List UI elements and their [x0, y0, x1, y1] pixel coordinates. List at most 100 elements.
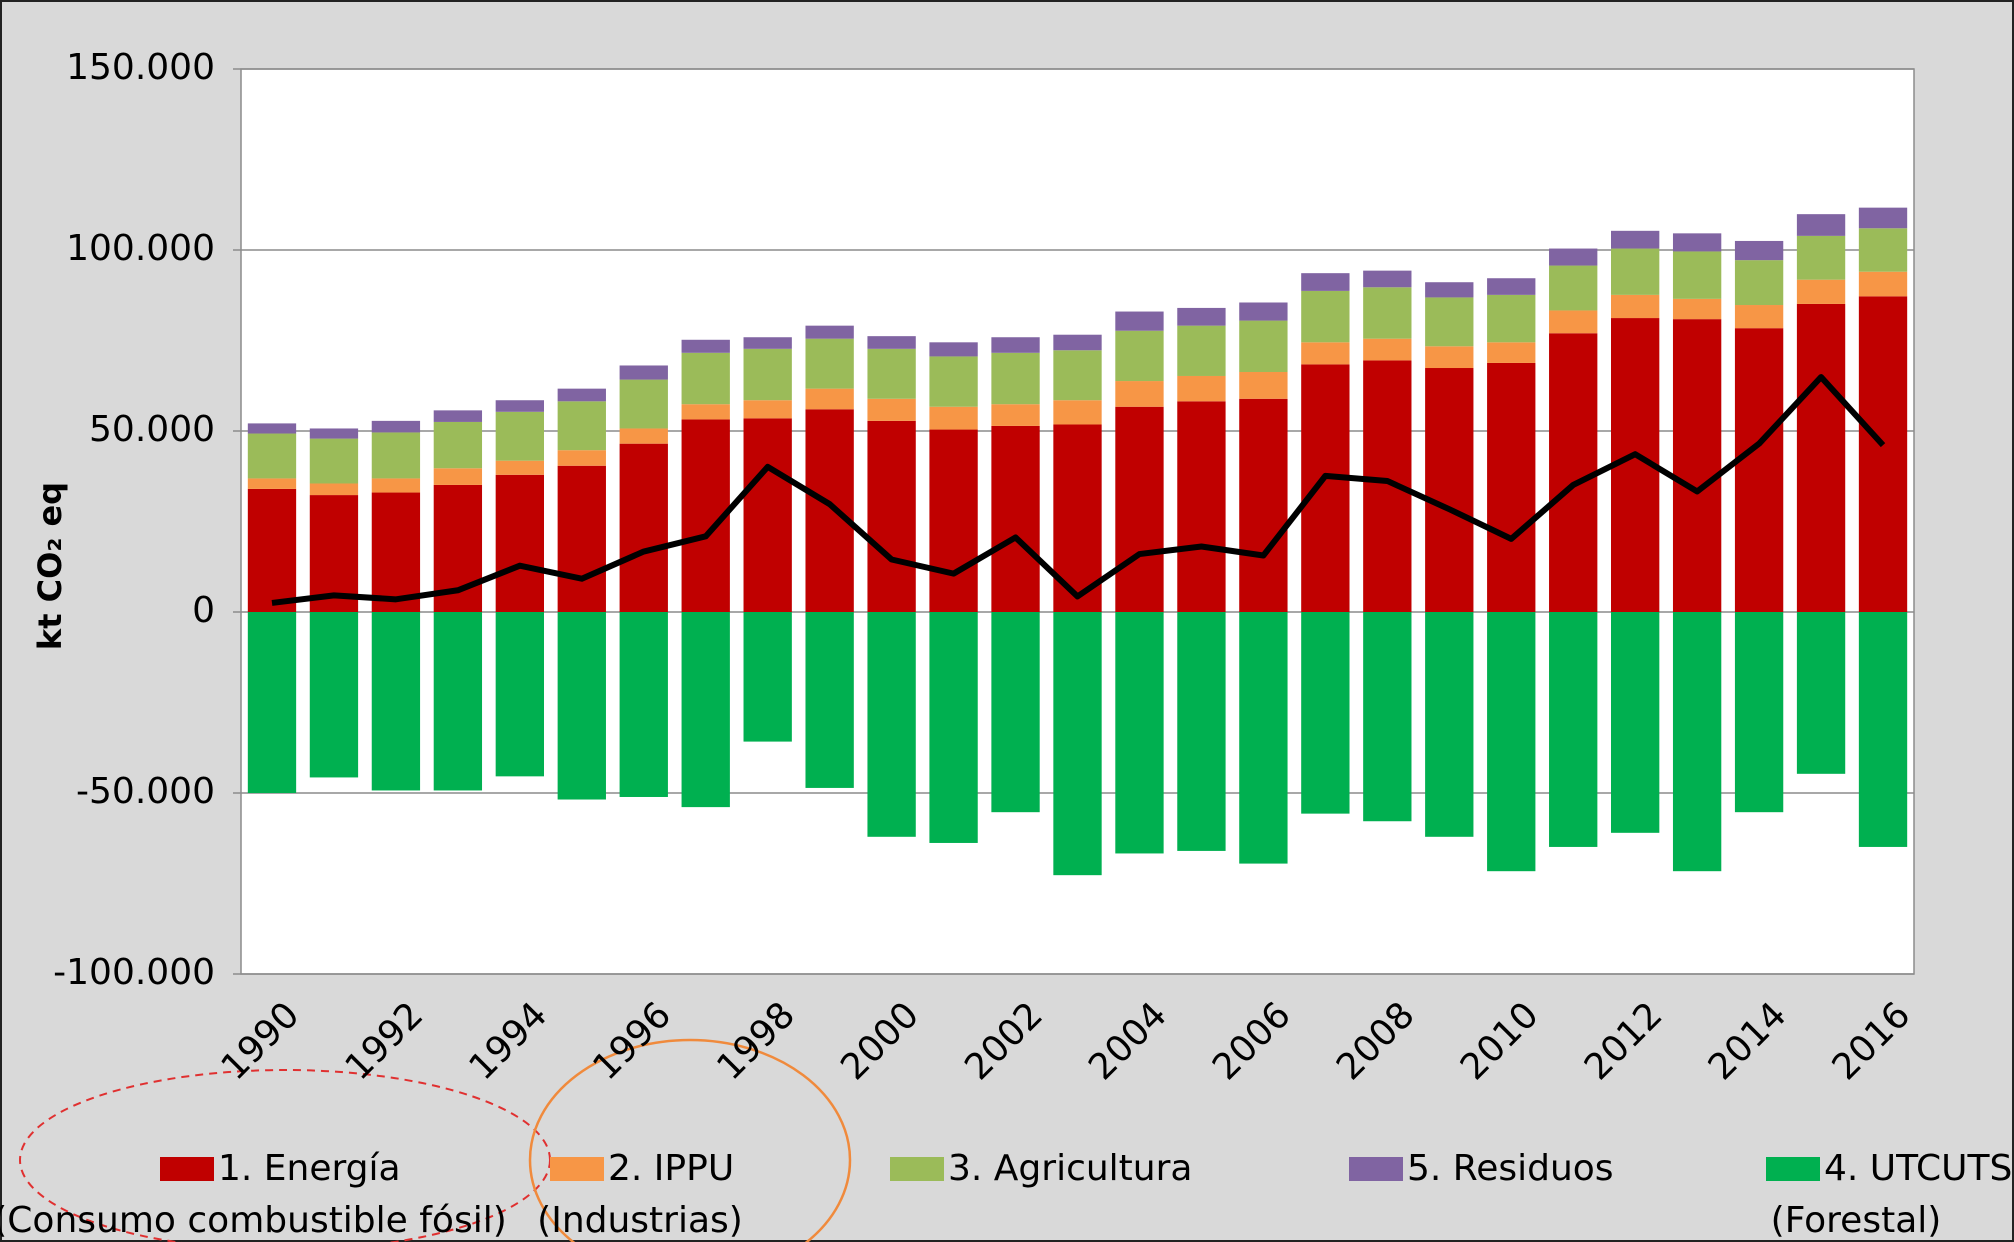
bar	[929, 342, 978, 357]
bar	[557, 612, 606, 800]
legend-swatch	[1766, 1157, 1820, 1181]
bar	[1796, 279, 1846, 304]
bar	[1672, 298, 1722, 320]
bar	[1301, 290, 1350, 343]
bar	[929, 429, 978, 612]
bar	[1301, 612, 1350, 814]
bar	[1239, 398, 1288, 612]
line	[271, 374, 1886, 606]
bar	[1611, 248, 1660, 295]
bar	[1177, 375, 1226, 402]
bar	[1115, 330, 1164, 382]
bar	[1053, 350, 1102, 401]
legend-swatch	[1349, 1157, 1403, 1181]
bar	[1425, 612, 1474, 837]
bar	[1487, 612, 1536, 872]
bar	[1053, 400, 1102, 425]
bar	[557, 465, 606, 612]
bar	[1487, 294, 1536, 343]
bar	[557, 450, 606, 466]
bar	[1796, 214, 1846, 236]
bar	[247, 488, 297, 612]
bar	[1734, 240, 1784, 261]
bar	[743, 418, 792, 612]
bar	[1487, 362, 1536, 612]
bar	[929, 612, 978, 843]
bar	[619, 379, 668, 429]
bar	[929, 406, 978, 430]
y-tick-label: 150.000	[66, 47, 215, 88]
bar	[371, 432, 421, 479]
bar	[1858, 612, 1908, 847]
bar	[1363, 612, 1412, 822]
bar	[1796, 303, 1846, 612]
bar	[1301, 364, 1350, 612]
bar	[1053, 334, 1102, 351]
bar	[619, 365, 668, 380]
bar	[309, 428, 359, 439]
bar	[371, 478, 421, 493]
bar	[495, 460, 544, 475]
bar	[1611, 612, 1660, 833]
bar	[867, 612, 916, 837]
bar	[743, 348, 792, 401]
bar	[805, 612, 854, 788]
bar	[1239, 371, 1288, 399]
bar	[1734, 328, 1784, 612]
bar	[309, 483, 359, 496]
bar	[1425, 282, 1474, 298]
bar	[1672, 251, 1722, 299]
bar	[557, 388, 606, 402]
bar	[991, 404, 1040, 426]
bar	[1858, 271, 1908, 297]
y-tick-label: 50.000	[89, 409, 215, 450]
bar	[1177, 401, 1226, 612]
legend-label: 2. IPPU	[608, 1148, 734, 1189]
bar	[1053, 612, 1102, 876]
bar	[805, 388, 854, 410]
bar	[1425, 346, 1474, 369]
bar	[495, 474, 544, 612]
annotation-circle	[528, 1038, 852, 1242]
bar	[247, 478, 297, 489]
y-axis-label: kt CO₂ eq	[31, 482, 69, 650]
bar	[867, 336, 916, 349]
bar	[805, 409, 854, 612]
bar	[1301, 342, 1350, 365]
bar	[805, 338, 854, 389]
bar	[495, 400, 544, 412]
legend-swatch	[890, 1157, 944, 1181]
bar	[991, 425, 1040, 612]
bar	[1177, 307, 1226, 326]
bar	[1239, 302, 1288, 321]
bar	[1672, 319, 1722, 612]
bar	[1115, 406, 1164, 612]
bar	[433, 612, 483, 791]
bar	[1363, 270, 1412, 288]
bar	[1611, 294, 1660, 319]
bar	[247, 423, 297, 434]
legend-label: 5. Residuos	[1407, 1148, 1614, 1189]
bar	[1549, 265, 1598, 311]
bar	[1549, 333, 1598, 612]
legend-label: 3. Agricultura	[948, 1148, 1192, 1189]
bar	[1858, 228, 1908, 272]
bar	[743, 400, 792, 419]
bar	[1425, 297, 1474, 347]
bar	[1177, 325, 1226, 376]
bar	[743, 337, 792, 349]
bar	[1549, 310, 1598, 334]
y-tick-label: 0	[192, 590, 215, 631]
bar	[371, 420, 421, 433]
bar	[1796, 235, 1846, 280]
bar	[1549, 248, 1598, 266]
y-tick-label: 100.000	[66, 228, 215, 269]
bar	[1734, 612, 1784, 813]
bar	[433, 468, 483, 485]
bar	[991, 337, 1040, 353]
bar	[433, 410, 483, 422]
y-tick-label: -50.000	[76, 771, 215, 812]
bar	[1672, 612, 1722, 872]
bar	[309, 438, 359, 484]
bar	[681, 352, 730, 405]
